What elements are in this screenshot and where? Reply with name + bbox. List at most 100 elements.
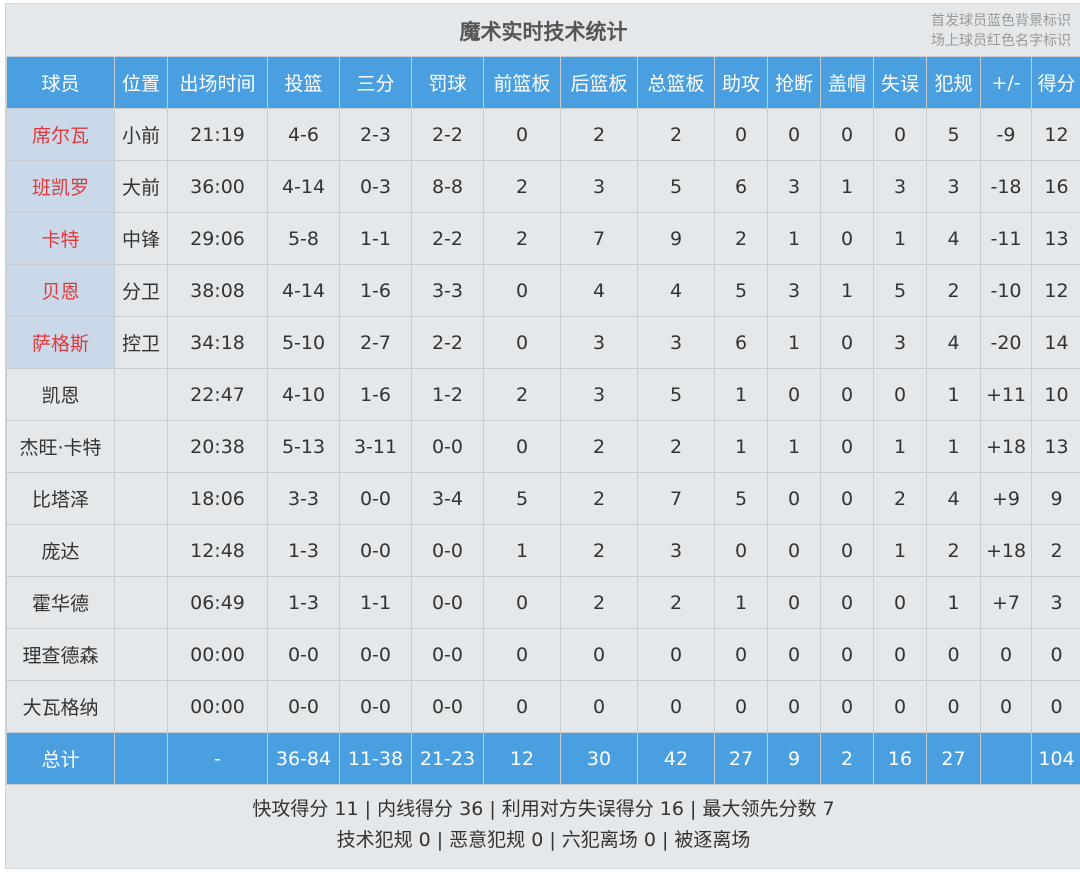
stat-cell: 2-2 [411, 316, 484, 369]
total-cell: 42 [637, 732, 715, 785]
summary-line-2: 技术犯规 0 | 恶意犯规 0 | 六犯离场 0 | 被逐离场 [336, 829, 751, 851]
total-cell [114, 732, 168, 785]
stat-cell: 0 [820, 628, 874, 681]
player-name: 凯恩 [6, 368, 115, 421]
stat-cell: 1 [714, 576, 768, 629]
total-cell: 2 [820, 732, 874, 785]
stat-cell: 20:38 [167, 420, 268, 473]
stat-cell: 0 [873, 680, 927, 733]
stat-cell: 0-0 [411, 680, 484, 733]
stat-cell: -20 [980, 316, 1032, 369]
stat-cell: 4-14 [267, 160, 340, 213]
column-header: 前篮板 [483, 56, 561, 109]
stat-cell: 00:00 [167, 628, 268, 681]
stat-cell: 2 [926, 524, 981, 577]
stat-cell: 1 [714, 368, 768, 421]
stat-cell: 0 [980, 680, 1032, 733]
stat-cell: 6 [714, 316, 768, 369]
stat-cell: 0 [820, 108, 874, 161]
stat-cell: 0 [767, 628, 821, 681]
stat-cell: 38:08 [167, 264, 268, 317]
stat-cell: 3 [926, 160, 981, 213]
stat-cell: 3-3 [411, 264, 484, 317]
column-header: 得分 [1031, 56, 1080, 109]
stat-cell: 小前 [114, 108, 168, 161]
column-header: 三分 [339, 56, 412, 109]
total-cell: 30 [560, 732, 638, 785]
stat-cell: 2 [926, 264, 981, 317]
column-header: 失误 [873, 56, 927, 109]
stat-cell: 4 [637, 264, 715, 317]
stat-cell: 0 [873, 576, 927, 629]
stat-cell: 3-11 [339, 420, 412, 473]
stat-cell: 0 [483, 108, 561, 161]
stat-cell: 2 [483, 368, 561, 421]
stat-cell: 0 [820, 368, 874, 421]
column-header: +/- [980, 56, 1032, 109]
stat-cell: 12 [1031, 264, 1080, 317]
player-name: 班凯罗 [6, 160, 115, 213]
stat-cell: 0 [483, 628, 561, 681]
player-name: 理查德森 [6, 628, 115, 681]
stat-cell [114, 368, 168, 421]
stat-cell: 2 [483, 212, 561, 265]
stat-cell: 0 [767, 368, 821, 421]
player-name: 席尔瓦 [6, 108, 115, 161]
stat-cell: 00:00 [167, 680, 268, 733]
stat-cell: 0 [714, 628, 768, 681]
stat-cell: 大前 [114, 160, 168, 213]
player-name: 比塔泽 [6, 472, 115, 525]
total-cell: 16 [873, 732, 927, 785]
stat-cell: +18 [980, 420, 1032, 473]
stat-cell: 5 [714, 264, 768, 317]
summary: 快攻得分 11 | 内线得分 36 | 利用对方失误得分 16 | 最大领先分数… [6, 794, 1080, 856]
stat-cell: 0 [483, 316, 561, 369]
total-cell: 11-38 [339, 732, 412, 785]
stat-cell: 7 [560, 212, 638, 265]
stat-cell: 4 [926, 316, 981, 369]
stat-cell: 0 [820, 316, 874, 369]
stat-cell: 0-0 [339, 680, 412, 733]
stat-cell: +18 [980, 524, 1032, 577]
player-name: 大瓦格纳 [6, 680, 115, 733]
stat-cell: 9 [1031, 472, 1080, 525]
legend-starter: 首发球员蓝色背景标识 [931, 13, 1071, 29]
column-header: 总篮板 [637, 56, 715, 109]
stat-cell: 4-10 [267, 368, 340, 421]
stat-cell: 1-3 [267, 524, 340, 577]
stat-cell: 1-1 [339, 212, 412, 265]
stat-cell: 5 [926, 108, 981, 161]
stat-cell: 06:49 [167, 576, 268, 629]
stat-cell: 0 [637, 628, 715, 681]
stat-cell: -18 [980, 160, 1032, 213]
stat-cell: 4 [926, 472, 981, 525]
stat-cell: 0-0 [339, 628, 412, 681]
stat-cell: 5 [637, 368, 715, 421]
stat-cell: 0 [767, 576, 821, 629]
stat-cell: 1 [926, 576, 981, 629]
stat-cell: 1 [926, 368, 981, 421]
stat-cell: 2 [560, 420, 638, 473]
stat-cell [114, 420, 168, 473]
stat-cell [114, 576, 168, 629]
player-row: 班凯罗 大前 36:00 4-14 0-3 8-8 2 3 5 6 3 1 3 3 -18 16 [6, 160, 1080, 213]
stat-cell: 5 [873, 264, 927, 317]
stat-cell: 0 [820, 420, 874, 473]
stat-cell: 5-10 [267, 316, 340, 369]
stat-cell [114, 628, 168, 681]
stat-cell: 1-2 [411, 368, 484, 421]
player-name: 杰旺·卡特 [6, 420, 115, 473]
stat-cell: 3 [873, 160, 927, 213]
stat-cell: 2-2 [411, 212, 484, 265]
stat-cell: 0 [820, 472, 874, 525]
stat-cell: +9 [980, 472, 1032, 525]
stat-cell: 3 [560, 316, 638, 369]
stat-cell: 1 [873, 420, 927, 473]
stat-cell: 0-0 [411, 524, 484, 577]
stat-cell: 0 [714, 680, 768, 733]
stat-cell: 2 [560, 108, 638, 161]
stat-cell: 7 [637, 472, 715, 525]
stat-cell: 2 [637, 576, 715, 629]
stat-cell: 2-2 [411, 108, 484, 161]
